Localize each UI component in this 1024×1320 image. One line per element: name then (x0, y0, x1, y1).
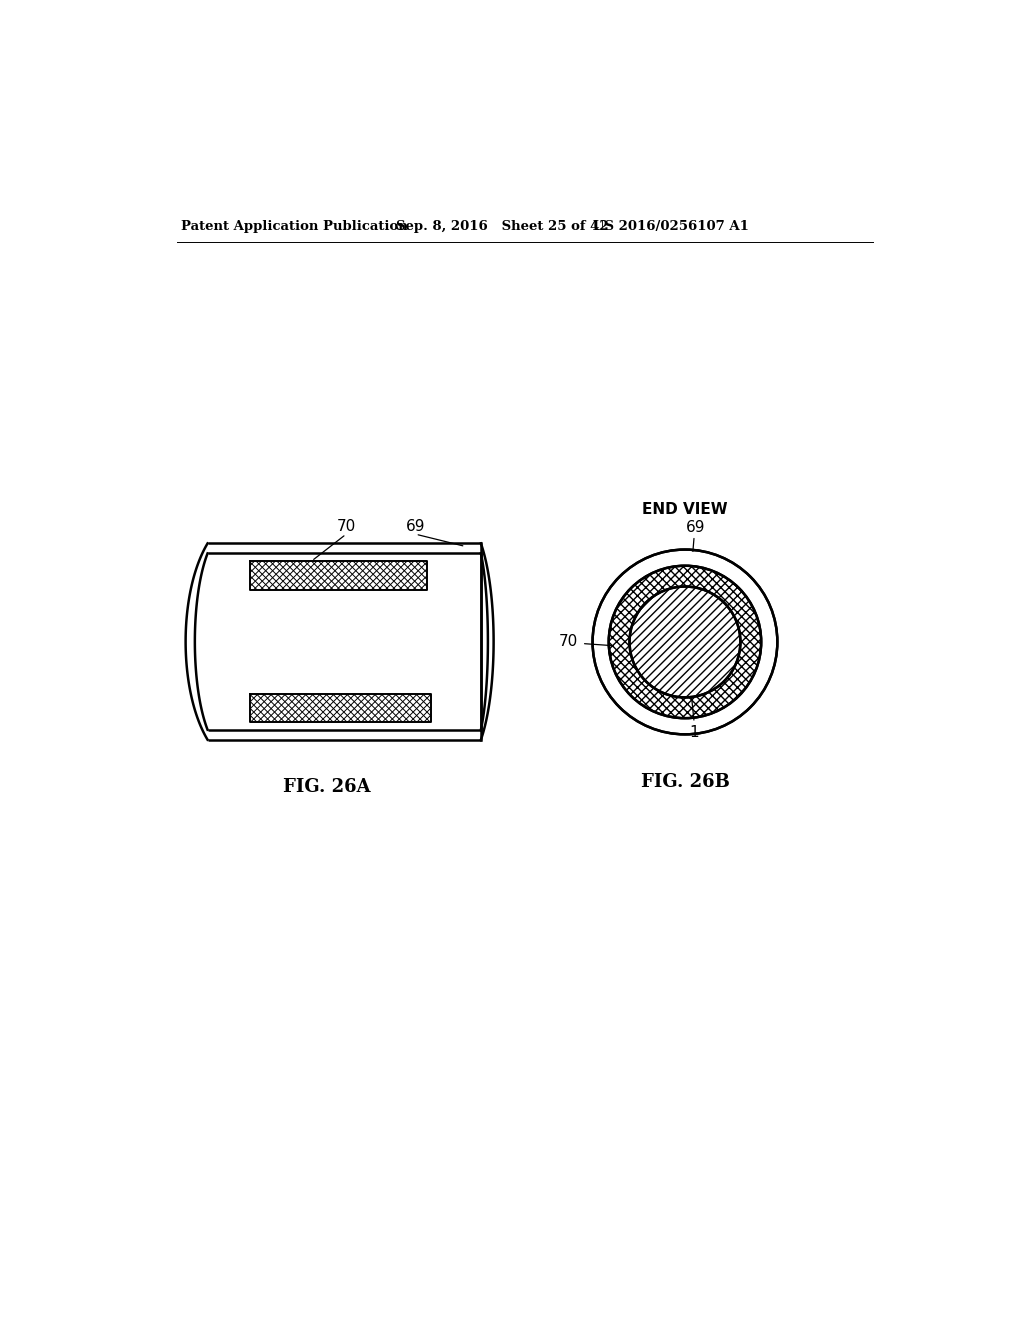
Text: US 2016/0256107 A1: US 2016/0256107 A1 (593, 219, 749, 232)
Text: FIG. 26A: FIG. 26A (283, 779, 371, 796)
Text: 69: 69 (686, 520, 706, 536)
Circle shape (630, 586, 740, 697)
Text: 70: 70 (558, 635, 578, 649)
Circle shape (593, 549, 777, 734)
Text: Patent Application Publication: Patent Application Publication (180, 219, 408, 232)
Circle shape (608, 566, 761, 718)
Text: 1: 1 (689, 725, 699, 739)
Text: 69: 69 (406, 519, 425, 535)
Text: END VIEW: END VIEW (642, 502, 728, 517)
Text: FIG. 26B: FIG. 26B (641, 774, 729, 791)
Text: 70: 70 (337, 519, 355, 535)
Text: Sep. 8, 2016   Sheet 25 of 42: Sep. 8, 2016 Sheet 25 of 42 (396, 219, 609, 232)
